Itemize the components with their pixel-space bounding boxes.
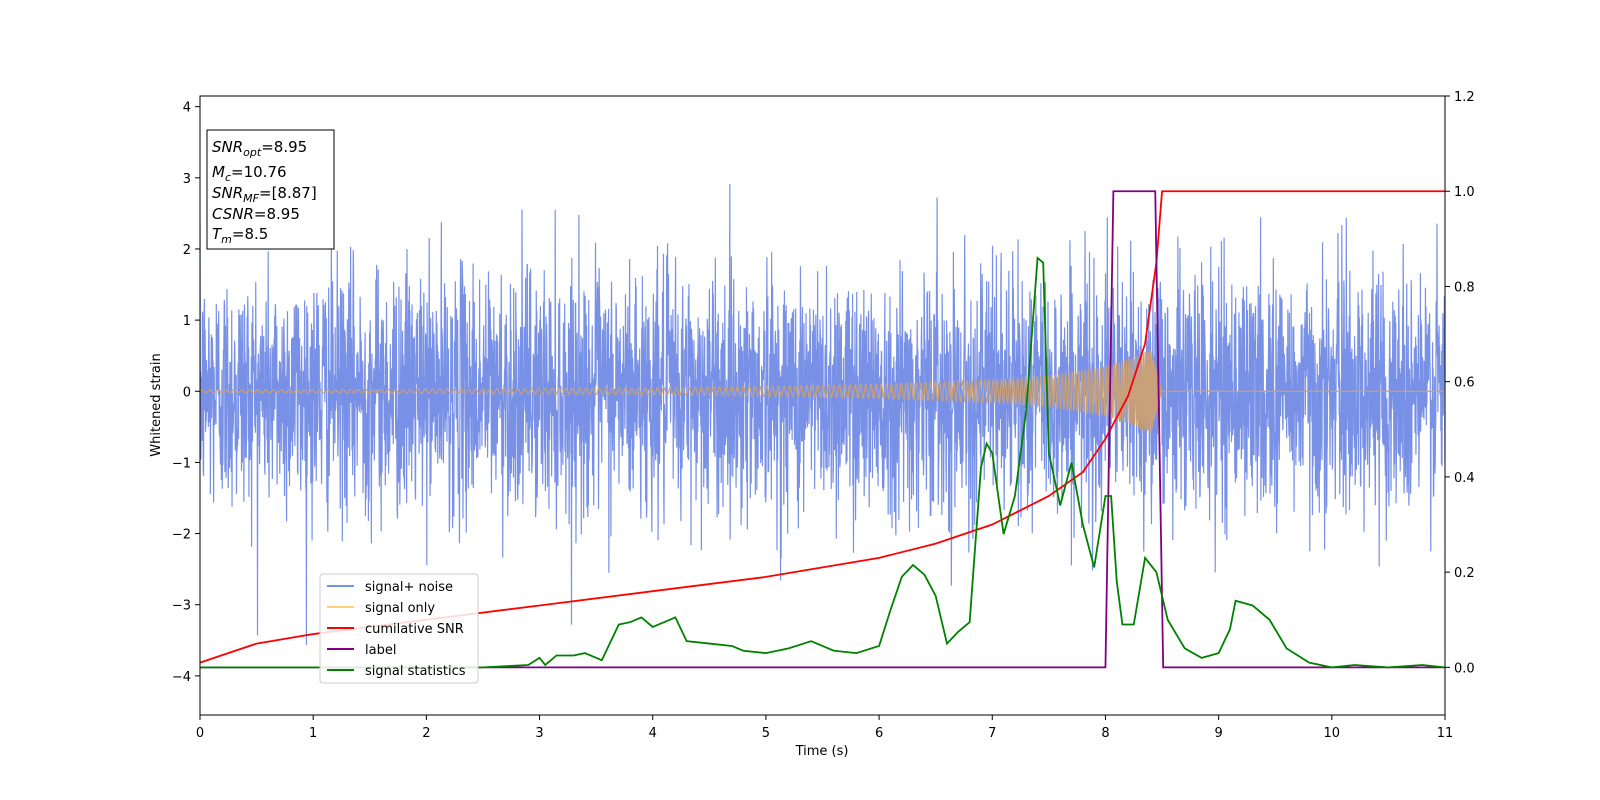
y-tick-label: 1 (183, 314, 191, 329)
x-tick-label: 11 (1437, 726, 1454, 741)
y-tick-label: −3 (172, 599, 191, 614)
y2-tick-label: 0.2 (1454, 566, 1475, 581)
y-tick-label: −1 (172, 456, 191, 471)
y-axis-label: Whitened strain (149, 353, 164, 456)
x-axis-label: Time (s) (795, 744, 849, 759)
legend-label: label (365, 643, 396, 658)
legend-label: signal only (365, 601, 435, 616)
x-tick-label: 5 (762, 726, 770, 741)
info-box-line: Mc=10.76 (212, 163, 287, 184)
info-box-line: Tm=8.5 (212, 225, 268, 246)
x-tick-label: 3 (535, 726, 543, 741)
y-tick-label: −2 (172, 528, 191, 543)
info-box-line: CSNR=8.95 (212, 205, 300, 223)
y2-tick-label: 0.8 (1454, 280, 1475, 295)
x-tick-label: 4 (649, 726, 657, 741)
info-box-line: SNRopt=8.95 (212, 138, 307, 159)
y2-tick-label: 0.6 (1454, 376, 1475, 391)
info-box: SNRopt=8.95 Mc=10.76SNRMF=[8.87]CSNR=8.95… (206, 129, 335, 250)
legend-label: signal statistics (365, 664, 466, 679)
y2-tick-label: 1.2 (1454, 90, 1475, 105)
y2-tick-label: 0.0 (1454, 661, 1475, 676)
legend-label: signal+ noise (365, 580, 453, 595)
x-tick-label: 2 (422, 726, 430, 741)
legend-frame (319, 573, 479, 684)
y2-tick-label: 0.4 (1454, 471, 1475, 486)
x-tick-label: 7 (988, 726, 996, 741)
info-box-line: SNRMF=[8.87] (212, 184, 317, 205)
x-tick-label: 0 (196, 726, 204, 741)
x-tick-label: 8 (1101, 726, 1109, 741)
y-tick-label: 3 (183, 172, 191, 187)
axes-ticks: 0 1 2 3 4 5 6 7 8 9 10 11 −4 −3 −2 −1 0 1 2 3 4 0.0 0.2 0.4 0.6 0… (172, 90, 1475, 741)
y-tick-label: −4 (172, 670, 191, 685)
series-signal-noise (200, 183, 1445, 645)
x-tick-label: 9 (1214, 726, 1222, 741)
y-tick-label: 2 (183, 243, 191, 258)
legend-label: cumilative SNR (365, 622, 464, 637)
x-tick-label: 1 (309, 726, 317, 741)
x-tick-label: 6 (875, 726, 883, 741)
x-tick-label: 10 (1324, 726, 1341, 741)
legend: signal+ noise signal only cumilative SNR la… (319, 573, 479, 684)
y-tick-label: 0 (183, 385, 191, 400)
axes-frame (199, 95, 1446, 716)
y-tick-label: 4 (183, 101, 191, 116)
series-label (200, 190, 1445, 669)
y2-tick-label: 1.0 (1454, 185, 1475, 200)
series-signal-only (200, 349, 1445, 434)
series-signal-statistics (200, 256, 1445, 669)
info-box-frame (206, 129, 335, 250)
